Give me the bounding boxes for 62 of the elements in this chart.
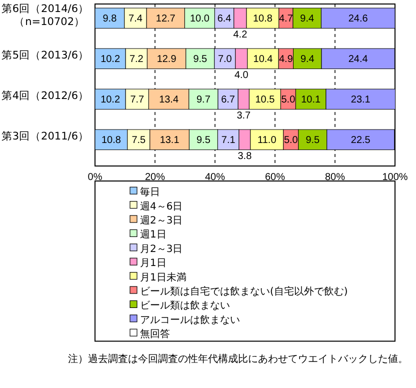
data-label: 10.1 bbox=[301, 94, 322, 106]
x-tick-label: 60% bbox=[264, 172, 286, 184]
data-label: 10.2 bbox=[100, 94, 120, 106]
data-label: 10.4 bbox=[253, 54, 274, 66]
data-label: 10.5 bbox=[255, 94, 276, 106]
data-label: 13.4 bbox=[159, 94, 179, 106]
data-label: 23.1 bbox=[350, 94, 371, 106]
data-label: 9.5 bbox=[196, 135, 211, 146]
data-label: 10.8 bbox=[252, 14, 273, 25]
y-tick-label: 第6回（2014/6）（n=10702） bbox=[1, 3, 89, 28]
legend-label: アルコールは飲まない bbox=[140, 314, 240, 326]
data-label: 9.7 bbox=[196, 94, 211, 106]
data-label: 4.7 bbox=[278, 14, 294, 25]
data-label: 12.7 bbox=[156, 14, 176, 25]
x-tick-label: 20% bbox=[144, 172, 166, 184]
data-label: 9.4 bbox=[300, 14, 314, 25]
data-label: 7.7 bbox=[130, 94, 145, 106]
data-label: 4.2 bbox=[233, 29, 248, 40]
data-label: 7.2 bbox=[129, 54, 144, 66]
data-label: 7.0 bbox=[218, 54, 232, 66]
x-tick-label: 0% bbox=[88, 172, 102, 184]
data-label: 7.5 bbox=[132, 135, 146, 146]
data-label: 12.9 bbox=[156, 54, 177, 66]
data-label: 9.5 bbox=[306, 135, 320, 146]
legend-label: ビール類は飲まない bbox=[140, 300, 230, 312]
data-label: 13.1 bbox=[160, 135, 180, 146]
y-tick-label: 第5回（2013/6） bbox=[1, 50, 89, 62]
legend-label: 月1日 bbox=[140, 258, 166, 270]
text: 注）過去調査は今回調査の性年代構成比にあわせてウエイトバックした値。 bbox=[68, 353, 408, 365]
x-tick-label: 80% bbox=[324, 172, 346, 184]
y-tick-label: 第4回（2012/6） bbox=[1, 90, 89, 102]
x-tick-label: 40% bbox=[204, 172, 226, 184]
data-label: 5.0 bbox=[281, 94, 296, 106]
y-tick-label: 第3回（2011/6） bbox=[1, 130, 89, 143]
data-label: 11.0 bbox=[258, 135, 277, 146]
data-label: 6.7 bbox=[221, 94, 236, 106]
legend-label: 月2～3日 bbox=[140, 244, 183, 255]
legend-label: ビール類は自宅では飲まない(自宅以外で飲む) bbox=[140, 286, 348, 298]
data-label: 9.4 bbox=[300, 54, 315, 66]
data-label: 10.2 bbox=[100, 54, 120, 66]
legend-label: 週1日 bbox=[140, 230, 166, 241]
x-tick-label: 100% bbox=[382, 172, 408, 184]
legend-label: 週4～6日 bbox=[140, 201, 183, 212]
data-label: 9.5 bbox=[193, 54, 208, 66]
legend-label: 月1日未満 bbox=[140, 271, 186, 284]
data-label: 24.6 bbox=[348, 14, 368, 25]
data-label: 10.0 bbox=[190, 14, 210, 25]
legend-label: 週2～3日 bbox=[140, 216, 183, 226]
data-label: 5.0 bbox=[284, 135, 298, 146]
data-label: 9.8 bbox=[102, 14, 118, 25]
legend-label: 無回答 bbox=[140, 328, 170, 340]
data-label: 3.7 bbox=[236, 110, 252, 122]
data-label: 4.0 bbox=[234, 70, 249, 81]
data-label: 22.5 bbox=[350, 135, 371, 146]
data-label: 7.4 bbox=[128, 14, 143, 25]
data-label: 24.4 bbox=[348, 54, 368, 66]
legend-label: 毎日 bbox=[140, 186, 160, 198]
data-label: 7.1 bbox=[221, 135, 236, 146]
data-label: 10.8 bbox=[101, 135, 122, 146]
data-label: 4.9 bbox=[278, 54, 294, 66]
data-label: 3.8 bbox=[238, 150, 252, 162]
data-label: 6.4 bbox=[217, 14, 232, 25]
